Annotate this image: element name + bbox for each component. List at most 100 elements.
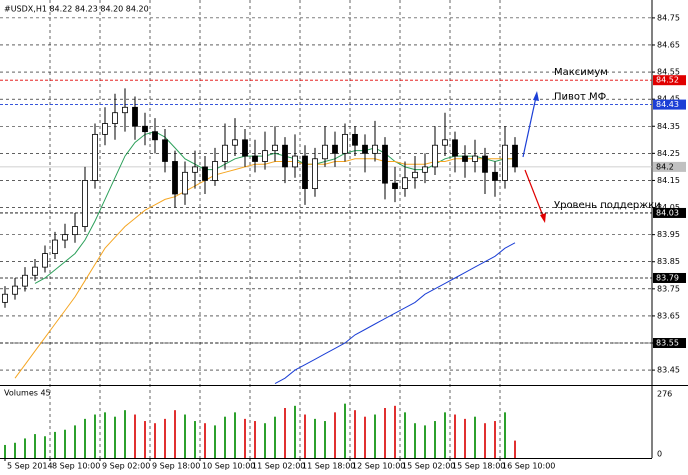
arrow-down: [524, 169, 544, 217]
x-tick-label: 8 Sep 10:00: [52, 462, 100, 471]
candle-body: [292, 155, 298, 168]
level-name: Максимум: [554, 67, 608, 78]
volume-label: Volumes 45: [4, 389, 51, 398]
volume-bar: [14, 442, 16, 458]
volume-bar: [84, 418, 86, 458]
candle-body: [192, 166, 198, 173]
y-tick-label: 84.35: [657, 122, 680, 131]
candle-body: [252, 155, 258, 162]
candle-body: [22, 274, 28, 287]
volume-bar: [4, 444, 6, 458]
chart-header: #USDX,H1 84.22 84.23 84.20 84.20: [4, 5, 149, 14]
candle-body: [142, 125, 148, 133]
candle-body: [62, 234, 68, 241]
level-label: 83.55: [656, 339, 679, 348]
y-tick-label: 84.15: [657, 176, 680, 185]
volume-bar: [54, 431, 56, 458]
volume-bar: [74, 425, 76, 458]
candle-body: [412, 171, 418, 179]
candle-body: [12, 285, 18, 295]
volume-bar: [124, 410, 126, 458]
y-tick-label: 84.05: [657, 203, 680, 212]
volume-bar: [114, 416, 116, 458]
x-tick-label: 9 Sep 18:00: [152, 462, 200, 471]
level-label-box: [653, 75, 686, 86]
candle-body: [372, 144, 378, 154]
volume-bar: [264, 423, 266, 458]
volume-bar: [424, 425, 426, 458]
volume-bar: [344, 403, 346, 458]
arrow-head: [533, 91, 539, 101]
candle-body: [182, 171, 188, 195]
y-tick-label: 83.45: [657, 366, 680, 375]
candle-body: [212, 161, 218, 181]
candle-body: [302, 155, 308, 189]
x-tick-label: 11 Sep 02:00: [252, 462, 305, 471]
candle-body: [152, 131, 158, 141]
candle-body: [452, 139, 458, 157]
candle-body: [222, 144, 228, 162]
candle-body: [32, 266, 38, 276]
volume-bar: [34, 434, 36, 458]
candle-body: [72, 226, 78, 236]
volume-bar: [214, 425, 216, 458]
level-label: 84.52: [656, 76, 679, 85]
y-tick-label: 83.85: [657, 257, 680, 266]
candle-body: [262, 150, 268, 162]
arrows: [522, 91, 546, 223]
volume-tick-label: 0: [657, 450, 662, 459]
y-tick-label: 84.25: [657, 149, 680, 158]
level-label: 83.79: [656, 273, 679, 282]
candle-body: [102, 123, 108, 135]
level-label-box: [653, 338, 686, 349]
grid: [0, 0, 652, 458]
level-label-box: [653, 272, 686, 283]
candle-body: [492, 171, 498, 181]
y-tick-label: 83.75: [657, 284, 680, 293]
candle-body: [92, 133, 98, 181]
candle-body: [382, 144, 388, 184]
volume-bar: [414, 423, 416, 458]
y-tick-label: 84.65: [657, 40, 680, 49]
ma-line: [274, 242, 516, 385]
volume-bar: [94, 414, 96, 458]
candle-body: [202, 166, 208, 181]
candle-body: [122, 106, 128, 114]
level-label-box: [653, 99, 686, 110]
volume-bar: [204, 423, 206, 458]
level-label-box: [653, 207, 686, 218]
arrow-up: [522, 96, 537, 158]
candle-body: [432, 144, 438, 168]
volume-bar: [354, 410, 356, 458]
level-name: Пивот МФ: [554, 92, 607, 103]
arrow-head: [540, 213, 546, 223]
volume-bar: [494, 421, 496, 458]
y-tick-label: 84.45: [657, 95, 680, 104]
volume-bar: [364, 416, 366, 458]
volume-bar: [304, 414, 306, 458]
candle-body: [52, 239, 58, 254]
candle-body: [312, 158, 318, 189]
y-tick-label: 84.55: [657, 68, 680, 77]
candle-body: [242, 139, 248, 157]
volume-bar: [394, 405, 396, 458]
candle-body: [272, 144, 278, 152]
volume-bar: [194, 421, 196, 458]
volume-bar: [134, 414, 136, 458]
volume-bar: [464, 418, 466, 458]
candle-body: [162, 139, 168, 162]
volume-bar: [154, 423, 156, 458]
x-tick-label: 5 Sep 2014: [7, 462, 53, 471]
candle-body: [42, 253, 48, 268]
volume-bar: [314, 418, 316, 458]
volume-bar: [454, 414, 456, 458]
volume-bar: [174, 410, 176, 458]
level-label-box: [653, 161, 686, 172]
volume-bar: [244, 418, 246, 458]
volume-bar: [254, 421, 256, 458]
candle-body: [322, 144, 328, 160]
y-tick-label: 83.95: [657, 230, 680, 239]
volume-bar: [24, 438, 26, 458]
volume-bar: [514, 440, 516, 458]
